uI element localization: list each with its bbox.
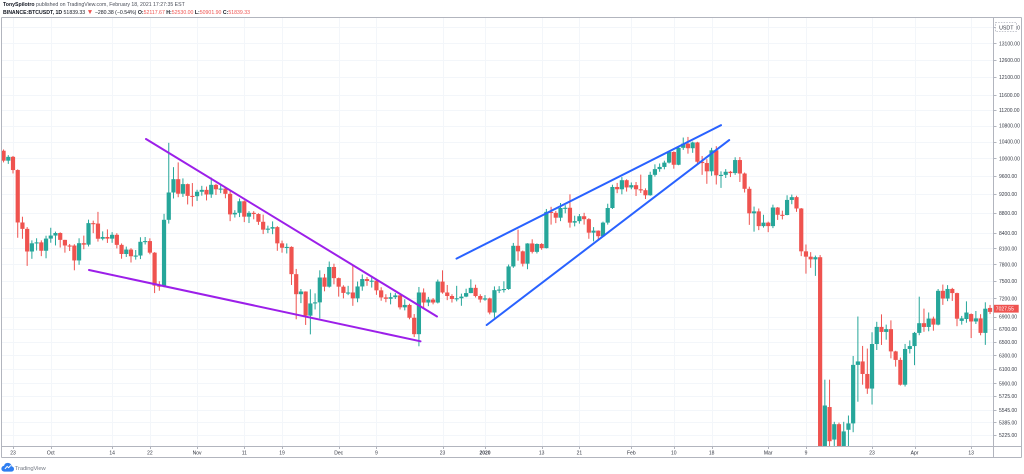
svg-text:9: 9 <box>805 451 808 457</box>
svg-text:21: 21 <box>577 451 583 457</box>
svg-text:9: 9 <box>375 451 378 457</box>
svg-text:5900.00: 5900.00 <box>999 381 1017 387</box>
svg-text:8800.00: 8800.00 <box>999 211 1017 217</box>
svg-text:6500.00: 6500.00 <box>999 340 1017 346</box>
svg-text:Nov: Nov <box>193 451 202 457</box>
svg-text:Apr: Apr <box>911 451 919 457</box>
svg-text:14: 14 <box>109 451 115 457</box>
svg-text:13100.00: 13100.00 <box>999 41 1020 47</box>
svg-text:10400.00: 10400.00 <box>999 140 1020 146</box>
svg-text:12600.00: 12600.00 <box>999 58 1020 64</box>
svg-text:5545.00: 5545.00 <box>999 408 1017 414</box>
svg-text:6900.00: 6900.00 <box>999 315 1017 321</box>
svg-text:Feb: Feb <box>627 451 636 457</box>
svg-text:10: 10 <box>671 451 677 457</box>
svg-text:11: 11 <box>242 451 247 457</box>
svg-text:6100.00: 6100.00 <box>999 367 1017 373</box>
svg-text:Mar: Mar <box>764 451 773 457</box>
svg-text:18: 18 <box>709 451 715 457</box>
svg-text:5225.00: 5225.00 <box>999 433 1017 439</box>
svg-text:7027.55: 7027.55 <box>996 307 1014 313</box>
svg-text:13: 13 <box>968 451 974 457</box>
svg-text:8400.00: 8400.00 <box>999 231 1017 237</box>
svg-text:7200.00: 7200.00 <box>999 297 1017 303</box>
svg-text:5725.00: 5725.00 <box>999 394 1017 400</box>
svg-text:19: 19 <box>279 451 285 457</box>
svg-text:10800.00: 10800.00 <box>999 124 1020 130</box>
svg-text:23: 23 <box>440 451 446 457</box>
svg-text:2020: 2020 <box>479 451 490 457</box>
svg-text:7500.00: 7500.00 <box>999 279 1017 285</box>
svg-text:11200.00: 11200.00 <box>999 108 1020 114</box>
svg-text:9200.00: 9200.00 <box>999 192 1017 198</box>
svg-text:7800.00: 7800.00 <box>999 262 1017 268</box>
svg-text:9600.00: 9600.00 <box>999 174 1017 180</box>
svg-text:8100.00: 8100.00 <box>999 246 1017 252</box>
svg-text:13: 13 <box>539 451 545 457</box>
svg-text:TradingView: TradingView <box>15 466 47 472</box>
svg-text:5385.00: 5385.00 <box>999 420 1017 426</box>
svg-text:Oct: Oct <box>47 451 55 457</box>
svg-text:22: 22 <box>147 451 153 457</box>
svg-text:Dec: Dec <box>334 451 343 457</box>
svg-text:12100.00: 12100.00 <box>999 75 1020 81</box>
svg-text:6700.00: 6700.00 <box>999 327 1017 333</box>
svg-text:USDT: USDT <box>999 26 1014 32</box>
svg-text:23: 23 <box>10 451 16 457</box>
svg-text:11600.00: 11600.00 <box>999 93 1020 99</box>
svg-text:10000.00: 10000.00 <box>999 156 1020 162</box>
svg-text:23: 23 <box>869 451 875 457</box>
svg-text:6300.00: 6300.00 <box>999 353 1017 359</box>
